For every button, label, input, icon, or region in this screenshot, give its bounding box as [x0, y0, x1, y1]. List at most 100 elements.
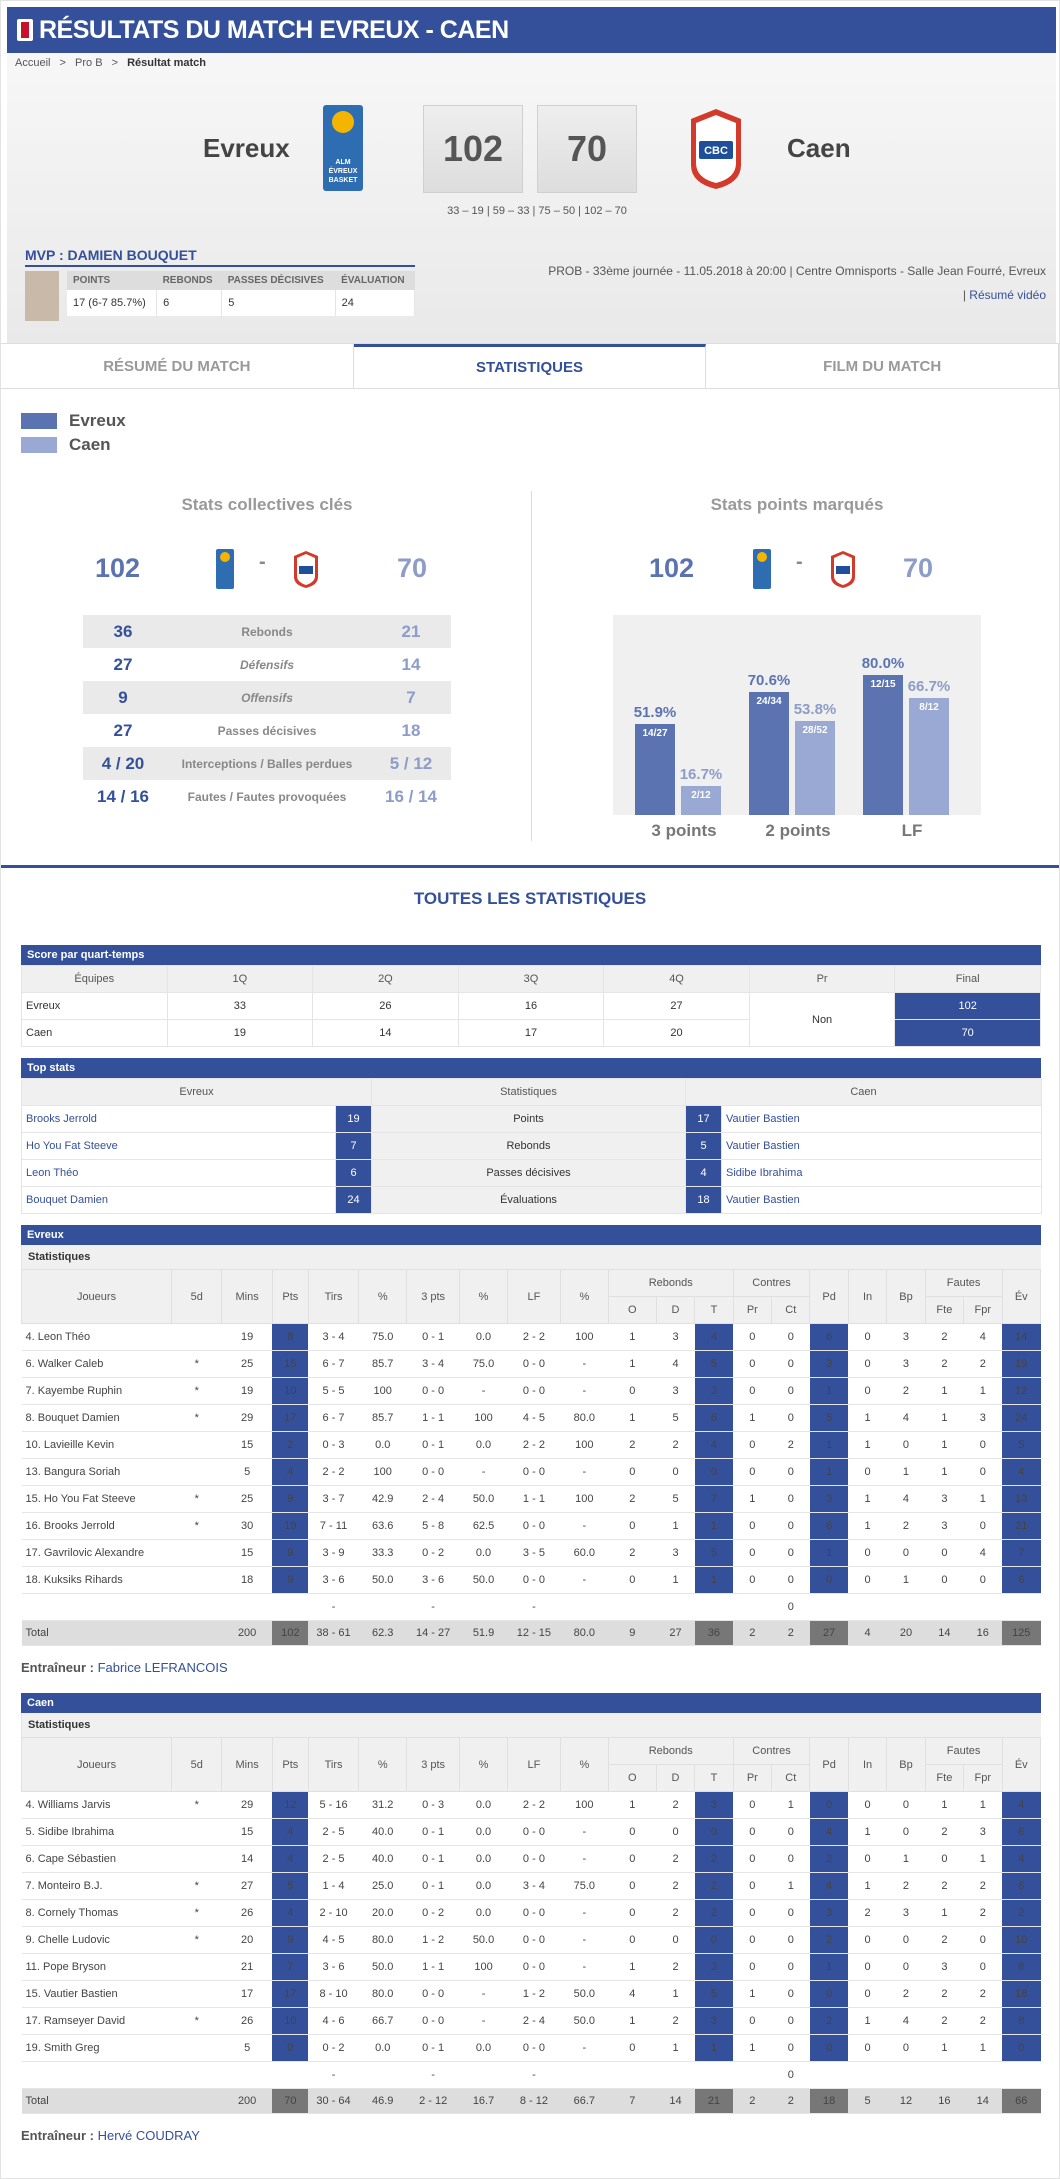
player-name[interactable]: 4. Leon Théo — [21, 1323, 172, 1351]
stat-cell: 4 — [272, 1899, 309, 1927]
stat-cell: 7 — [694, 1485, 734, 1513]
stat-cell: 0 — [771, 1512, 810, 1540]
stat-cell: 0 — [886, 1926, 926, 1954]
stat-cell: 0 — [886, 1818, 926, 1846]
stat-cell: 2 — [848, 1899, 887, 1927]
stat-cell: 0 — [608, 1845, 657, 1873]
player-name[interactable]: 7. Kayembe Ruphin — [21, 1377, 172, 1405]
stat-cell: 100 — [560, 1431, 609, 1459]
player-name[interactable]: 6. Cape Sébastien — [21, 1845, 172, 1873]
stat-cell: 12 — [272, 1791, 309, 1819]
home-team-name[interactable]: Evreux — [203, 133, 290, 163]
stat-cell: 19 — [272, 1512, 309, 1540]
stat-cell: 20 — [221, 1926, 273, 1954]
stat-cell: 100 — [560, 1791, 609, 1819]
player-name[interactable]: 15. Vautier Bastien — [21, 1980, 172, 2008]
stat-cell: 1 — [848, 1485, 887, 1513]
top-away-player[interactable]: Vautier Bastien — [720, 1186, 1043, 1214]
caen-coach-name[interactable]: Hervé COUDRAY — [97, 2128, 200, 2143]
column-header: Mins — [221, 1269, 273, 1324]
mvp-avatar[interactable] — [25, 271, 59, 321]
player-name[interactable]: 5. Sidibe Ibrahima — [21, 1818, 172, 1846]
stat-cell: 12 — [1002, 1377, 1041, 1405]
stat-cell: 51.9 — [459, 1620, 508, 1646]
stat-cell: 0 - 0 — [507, 1350, 561, 1378]
tab-statistiques[interactable]: STATISTIQUES — [353, 344, 707, 388]
mvp-header: ÉVALUATION — [335, 271, 415, 290]
stat-cell — [656, 1593, 695, 1621]
player-name[interactable]: 7. Monteiro B.J. — [21, 1872, 172, 1900]
stat-cell: 20.0 — [358, 1899, 407, 1927]
column-header: % — [459, 1737, 509, 1792]
stat-cell: 0 — [886, 1539, 926, 1567]
player-name[interactable]: 15. Ho You Fat Steeve — [21, 1485, 172, 1513]
tab-resume[interactable]: RÉSUMÉ DU MATCH — [1, 344, 354, 388]
column-header: Pts — [271, 1269, 309, 1324]
player-name[interactable]: 4. Williams Jarvis — [21, 1791, 172, 1819]
stat-cell: - — [560, 1818, 609, 1846]
key-stat-label: Rebonds — [163, 615, 371, 648]
player-name[interactable]: 17. Gavrilovic Alexandre — [21, 1539, 172, 1567]
stat-cell: 40.0 — [358, 1818, 407, 1846]
stat-cell: 9 — [608, 1620, 657, 1646]
player-name[interactable]: 6. Walker Caleb — [21, 1350, 172, 1378]
stat-cell: 14 — [925, 1620, 964, 1646]
stat-cell: 0 — [694, 1926, 734, 1954]
key-stat-away: 16 / 14 — [385, 786, 437, 806]
caen-logo[interactable]: CBC — [685, 105, 747, 191]
stat-cell: 1 - 2 — [406, 1926, 460, 1954]
stat-cell: 18 — [1002, 1980, 1041, 2008]
stat-cell — [171, 1539, 222, 1567]
top-home-player[interactable]: Bouquet Damien — [21, 1186, 336, 1214]
stat-cell: - — [308, 2061, 359, 2089]
evreux-logo[interactable]: ALM ÉVREUX BASKET — [323, 105, 363, 191]
stat-cell: 3 — [694, 1791, 734, 1819]
breadcrumb-home[interactable]: Accueil — [15, 57, 51, 69]
stat-cell: 0 - 0 — [507, 2034, 561, 2062]
player-name[interactable]: 17. Ramseyer David — [21, 2007, 172, 2035]
stat-cell: 14 — [1002, 1323, 1041, 1351]
top-home-value: 24 — [335, 1186, 372, 1214]
chart-bar-label: 12/15 — [870, 679, 896, 691]
top-away-player[interactable]: Sidibe Ibrahima — [720, 1159, 1043, 1187]
stat-cell: 0 - 2 — [308, 2034, 359, 2062]
chart-bar-percent: 16.7% — [679, 765, 723, 783]
video-separator: | — [962, 288, 970, 302]
tab-film[interactable]: FILM DU MATCH — [706, 344, 1060, 388]
stat-cell: 1 — [656, 1512, 695, 1540]
player-name[interactable]: 19. Smith Greg — [21, 2034, 172, 2062]
stat-cell: 0 — [848, 2034, 887, 2062]
player-name[interactable]: 10. Lavieille Kevin — [21, 1431, 172, 1459]
player-name[interactable]: 13. Bangura Soriah — [21, 1458, 172, 1486]
stat-cell: 1 — [925, 1404, 964, 1432]
player-name — [21, 1593, 172, 1621]
top-home-player[interactable]: Ho You Fat Steeve — [21, 1132, 336, 1160]
breadcrumb-prob[interactable]: Pro B — [75, 57, 103, 69]
stat-cell: 5 - 8 — [406, 1512, 460, 1540]
top-home-player[interactable]: Leon Théo — [21, 1159, 336, 1187]
player-name[interactable]: 9. Chelle Ludovic — [21, 1926, 172, 1954]
video-summary-link[interactable]: Résumé vidéo — [969, 288, 1046, 302]
player-name[interactable]: 8. Cornely Thomas — [21, 1899, 172, 1927]
player-name[interactable]: 18. Kuksiks Rihards — [21, 1566, 172, 1594]
stat-cell: 2 — [963, 1980, 1002, 2008]
stat-cell: 9 — [272, 1485, 309, 1513]
stat-cell: 0 - 0 — [507, 1818, 561, 1846]
column-header: Bp — [886, 1737, 926, 1792]
top-away-player[interactable]: Vautier Bastien — [720, 1132, 1043, 1160]
evreux-coach-name[interactable]: Fabrice LEFRANCOIS — [97, 1660, 228, 1675]
stat-cell: 30 - 64 — [308, 2088, 359, 2114]
stat-cell: 1 — [656, 1980, 695, 2008]
stat-cell: 0 — [886, 1791, 926, 1819]
player-name[interactable]: 11. Pope Bryson — [21, 1953, 172, 1981]
quarter-cell: 17 — [457, 1019, 605, 1047]
away-team-name[interactable]: Caen — [787, 133, 851, 163]
player-name[interactable]: 16. Brooks Jerrold — [21, 1512, 172, 1540]
stat-cell: 1 — [925, 1431, 964, 1459]
top-home-player[interactable]: Brooks Jerrold — [21, 1105, 336, 1133]
player-name[interactable]: 8. Bouquet Damien — [21, 1404, 172, 1432]
top-away-player[interactable]: Vautier Bastien — [720, 1105, 1043, 1133]
stat-cell: 2 — [925, 1926, 964, 1954]
stat-cell: 0.0 — [459, 1899, 508, 1927]
mvp-title[interactable]: MVP : DAMIEN BOUQUET — [25, 247, 415, 267]
